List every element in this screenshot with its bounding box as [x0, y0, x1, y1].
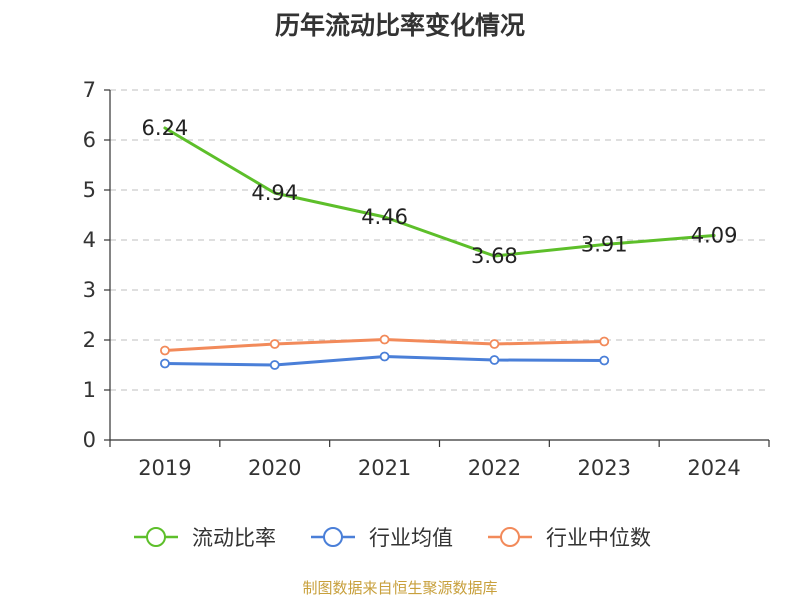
data-label: 3.91 [581, 233, 628, 257]
data-label: 4.09 [691, 224, 738, 248]
data-label: 6.24 [142, 116, 189, 140]
legend-marker [323, 527, 343, 547]
x-tick-label: 2023 [578, 456, 631, 480]
data-point [489, 339, 500, 349]
data-point [489, 355, 500, 365]
data-point [599, 355, 610, 366]
y-tick-label: 5 [83, 178, 96, 202]
y-tick-label: 0 [83, 428, 96, 452]
x-tick-label: 2024 [687, 456, 740, 480]
data-point [379, 334, 390, 345]
legend-label: 行业均值 [369, 526, 453, 550]
legend-label: 流动比率 [192, 526, 276, 550]
data-point [379, 351, 390, 362]
data-point [160, 358, 170, 369]
legend-marker [500, 527, 520, 547]
data-point [160, 345, 170, 356]
x-tick-label: 2021 [358, 456, 411, 480]
y-tick-label: 1 [83, 378, 96, 402]
y-tick-label: 7 [83, 78, 96, 102]
source-note: 制图数据来自恒生聚源数据库 [302, 579, 498, 597]
data-label: 4.94 [251, 181, 298, 205]
legend-label: 行业中位数 [546, 526, 651, 550]
data-point [269, 360, 280, 370]
y-tick-label: 2 [83, 328, 96, 352]
data-label: 3.68 [471, 244, 518, 268]
x-tick-label: 2022 [468, 456, 521, 480]
data-point [269, 339, 280, 349]
y-tick-label: 4 [83, 228, 96, 252]
data-label: 4.46 [361, 205, 408, 229]
y-tick-label: 6 [83, 128, 96, 152]
x-tick-label: 2020 [248, 456, 301, 480]
series-line-0 [163, 126, 716, 258]
x-tick-label: 2019 [138, 456, 191, 480]
y-tick-label: 3 [83, 278, 96, 302]
legend-marker [146, 527, 166, 547]
data-point [599, 336, 610, 347]
chart-title: 历年流动比率变化情况 [274, 11, 525, 40]
